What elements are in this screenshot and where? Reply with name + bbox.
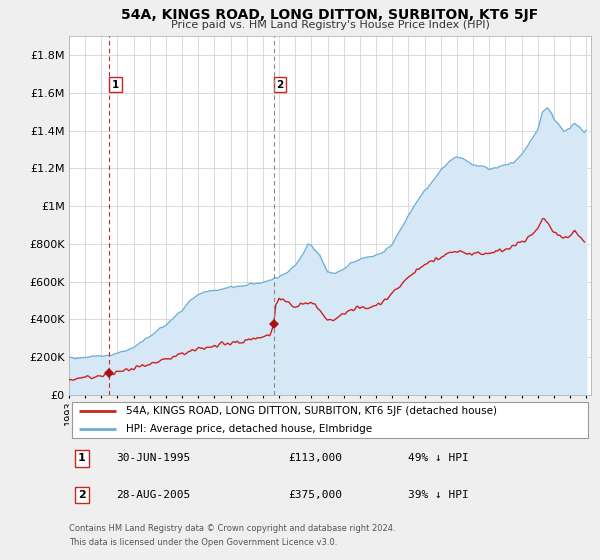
Text: 49% ↓ HPI: 49% ↓ HPI [409,454,469,464]
Text: HPI: Average price, detached house, Elmbridge: HPI: Average price, detached house, Elmb… [127,424,373,434]
Text: This data is licensed under the Open Government Licence v3.0.: This data is licensed under the Open Gov… [69,538,337,547]
Text: 39% ↓ HPI: 39% ↓ HPI [409,490,469,500]
Text: 30-JUN-1995: 30-JUN-1995 [116,454,190,464]
Text: 54A, KINGS ROAD, LONG DITTON, SURBITON, KT6 5JF: 54A, KINGS ROAD, LONG DITTON, SURBITON, … [121,8,539,22]
Text: £375,000: £375,000 [288,490,342,500]
Text: Contains HM Land Registry data © Crown copyright and database right 2024.: Contains HM Land Registry data © Crown c… [69,524,395,533]
Text: 1: 1 [112,80,119,90]
Text: £113,000: £113,000 [288,454,342,464]
Text: Price paid vs. HM Land Registry's House Price Index (HPI): Price paid vs. HM Land Registry's House … [170,20,490,30]
Text: 2: 2 [276,80,283,90]
Text: 2: 2 [78,490,86,500]
FancyBboxPatch shape [71,402,589,438]
Text: 1: 1 [78,454,86,464]
Text: 54A, KINGS ROAD, LONG DITTON, SURBITON, KT6 5JF (detached house): 54A, KINGS ROAD, LONG DITTON, SURBITON, … [127,406,497,416]
Text: 28-AUG-2005: 28-AUG-2005 [116,490,190,500]
